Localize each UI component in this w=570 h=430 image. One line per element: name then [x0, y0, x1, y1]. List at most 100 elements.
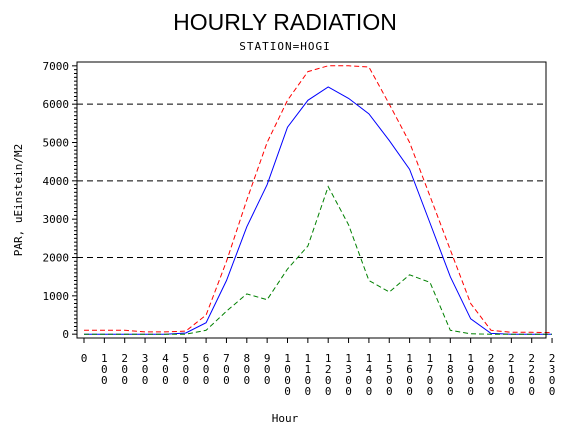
x-tick-label-digit: 0	[508, 374, 515, 387]
x-tick-label-digit: 0	[264, 374, 271, 387]
x-tick-label-digit: 4	[162, 352, 169, 365]
x-tick-label-digit: 0	[223, 363, 230, 376]
x-tick-label-digit: 3	[345, 363, 352, 376]
x-tick-label-digit: 1	[325, 352, 332, 365]
y-tick-label: 5000	[43, 137, 70, 150]
x-tick-label-digit: 0	[447, 385, 454, 398]
x-tick-label-digit: 1	[305, 352, 312, 365]
x-tick-label-digit: 1	[467, 352, 474, 365]
x-tick-label-digit: 2	[549, 352, 556, 365]
x-tick-label-digit: 4	[366, 363, 373, 376]
x-tick-label-digit: 2	[325, 363, 332, 376]
x-tick-label-digit: 2	[528, 352, 535, 365]
x-tick-label-digit: 0	[243, 363, 250, 376]
x-tick-label-digit: 3	[142, 352, 149, 365]
y-tick-label: 3000	[43, 213, 70, 226]
y-tick-label: 6000	[43, 98, 70, 111]
x-tick-label-digit: 0	[182, 374, 189, 387]
x-tick-label-digit: 8	[447, 363, 454, 376]
x-tick-label-digit: 9	[467, 363, 474, 376]
x-tick-label-digit: 8	[243, 352, 250, 365]
x-tick-label-digit: 0	[305, 385, 312, 398]
x-tick-label-digit: 0	[427, 374, 434, 387]
x-tick-label-digit: 9	[264, 352, 271, 365]
x-tick-label-digit: 0	[488, 385, 495, 398]
x-tick-label-digit: 0	[366, 385, 373, 398]
x-tick-label-digit: 0	[305, 374, 312, 387]
x-tick-label-digit: 2	[488, 352, 495, 365]
x-axis-label: Hour	[272, 412, 299, 425]
y-tick-label: 4000	[43, 175, 70, 188]
x-tick-label-digit: 5	[182, 352, 189, 365]
x-tick-label-digit: 1	[447, 352, 454, 365]
x-tick-label-digit: 0	[325, 385, 332, 398]
x-tick-label-digit: 1	[427, 352, 434, 365]
x-tick-label-digit: 1	[508, 363, 515, 376]
x-tick-label-digit: 1	[101, 352, 108, 365]
x-tick-label-digit: 6	[203, 352, 210, 365]
y-axis: 0 1000 2000 3000 4000 5000 6000 7000	[43, 60, 77, 341]
x-tick-label-digit: 0	[549, 374, 556, 387]
x-tick-label-digit: 5	[386, 363, 393, 376]
x-tick-label-digit: 0	[345, 385, 352, 398]
x-tick-label-digit: 0	[162, 374, 169, 387]
x-tick-label-digit: 0	[284, 385, 291, 398]
x-tick-label-digit: 1	[284, 352, 291, 365]
x-tick-label-digit: 1	[305, 363, 312, 376]
x-tick-label-digit: 7	[427, 363, 434, 376]
x-tick-label-digit: 0	[142, 374, 149, 387]
x-tick-label-digit: 0	[121, 363, 128, 376]
x-tick-label-digit: 0	[406, 374, 413, 387]
x-tick-label-digit: 0	[366, 374, 373, 387]
series-line-2	[84, 86, 552, 335]
x-tick-label-digit: 3	[549, 363, 556, 376]
x-tick-label-digit: 0	[203, 374, 210, 387]
x-tick-label-digit: 0	[467, 374, 474, 387]
x-tick-label-digit: 0	[284, 363, 291, 376]
y-tick-label: 2000	[43, 252, 70, 265]
y-axis-label: PAR, uEinstein/M2	[12, 144, 25, 257]
series-layer	[84, 65, 553, 335]
x-tick-label-digit: 0	[508, 385, 515, 398]
x-tick-label-digit: 7	[223, 352, 230, 365]
x-tick-label-digit: 0	[427, 385, 434, 398]
x-axis: 0 100200300400500600700800900100011001200…	[81, 338, 556, 398]
x-tick-label-digit: 2	[508, 352, 515, 365]
x-tick-label-digit: 0	[101, 363, 108, 376]
x-tick-label-digit: 0	[528, 385, 535, 398]
x-tick-label-digit: 0	[121, 374, 128, 387]
x-tick-label-digit: 2	[528, 363, 535, 376]
x-tick-label-digit: 1	[406, 352, 413, 365]
reference-lines	[77, 103, 546, 258]
x-tick-label-digit: 0	[549, 385, 556, 398]
x-tick-label-digit: 6	[406, 363, 413, 376]
chart-subtitle: STATION=HOGI	[239, 40, 330, 53]
x-tick-label-digit: 0	[386, 385, 393, 398]
x-tick-label-digit: 0	[406, 385, 413, 398]
x-tick-label-digit: 0	[243, 374, 250, 387]
x-tick-label-digit: 2	[121, 352, 128, 365]
x-tick-label-digit: 0	[182, 363, 189, 376]
x-tick-label-digit: 0	[488, 374, 495, 387]
y-tick-label: 0	[62, 328, 69, 341]
x-tick-label-digit: 0	[467, 385, 474, 398]
x-tick-label-digit: 0	[101, 374, 108, 387]
x-tick-label-digit: 0	[488, 363, 495, 376]
x-tick-label-digit: 0	[447, 374, 454, 387]
x-tick-label-digit: 1	[386, 352, 393, 365]
chart-title: HOURLY RADIATION	[173, 9, 397, 35]
x-tick-label-digit: 0	[284, 374, 291, 387]
x-tick-label-digit: 0	[264, 363, 271, 376]
x-tick-label-digit: 0	[325, 374, 332, 387]
x-tick-label-digit: 0	[81, 352, 88, 365]
series-line-1	[84, 65, 553, 334]
plot-frame	[76, 61, 547, 339]
series-line-3	[84, 185, 552, 335]
x-tick-label-digit: 0	[528, 374, 535, 387]
y-tick-label: 1000	[43, 290, 70, 303]
x-tick-label-digit: 1	[366, 352, 373, 365]
x-tick-label-digit: 0	[162, 363, 169, 376]
x-tick-label-digit: 0	[223, 374, 230, 387]
y-tick-label: 7000	[43, 60, 70, 73]
